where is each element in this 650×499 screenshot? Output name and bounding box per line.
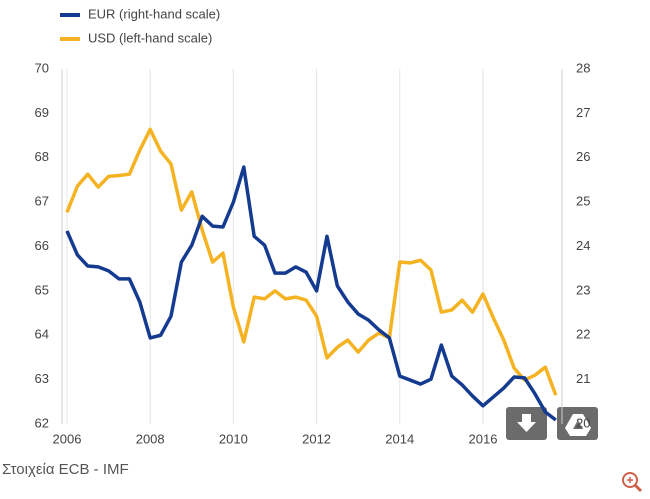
y2-tick-label: 27 bbox=[576, 105, 590, 120]
legend-label: USD (left-hand scale) bbox=[88, 30, 212, 45]
y2-tick-label: 20 bbox=[576, 415, 590, 430]
y2-tick-label: 21 bbox=[576, 371, 590, 386]
y2-tick-label: 22 bbox=[576, 327, 590, 342]
y-tick-label: 63 bbox=[35, 371, 49, 386]
y-tick-label: 66 bbox=[35, 238, 49, 253]
data-line bbox=[65, 165, 557, 422]
legend-label: EUR (right-hand scale) bbox=[88, 6, 220, 21]
x-tick-label: 2006 bbox=[53, 431, 82, 446]
y-tick-label: 65 bbox=[35, 282, 49, 297]
y2-tick-label: 24 bbox=[576, 238, 590, 253]
y-tick-label: 70 bbox=[35, 60, 49, 75]
x-tick-label: 2016 bbox=[469, 431, 498, 446]
y-tick-label: 62 bbox=[35, 415, 49, 430]
y-tick-label: 69 bbox=[35, 105, 49, 120]
drive-button[interactable] bbox=[557, 407, 598, 440]
y-tick-label: 64 bbox=[35, 327, 49, 342]
x-tick-label: 2010 bbox=[219, 431, 248, 446]
y-tick-label: 68 bbox=[35, 149, 49, 164]
y2-tick-label: 26 bbox=[576, 149, 590, 164]
y2-tick-label: 23 bbox=[576, 282, 590, 297]
y2-tick-label: 25 bbox=[576, 194, 590, 209]
data-line bbox=[65, 127, 558, 396]
y2-tick-label: 28 bbox=[576, 60, 590, 75]
source: Στοιχεία ECB - IMF bbox=[2, 461, 129, 478]
y-tick-label: 67 bbox=[35, 194, 49, 209]
zoom-button[interactable] bbox=[622, 472, 643, 493]
x-tick-label: 2012 bbox=[302, 431, 331, 446]
x-tick-label: 2014 bbox=[385, 431, 414, 446]
x-tick-label: 2008 bbox=[136, 431, 165, 446]
download-button[interactable] bbox=[506, 407, 547, 440]
